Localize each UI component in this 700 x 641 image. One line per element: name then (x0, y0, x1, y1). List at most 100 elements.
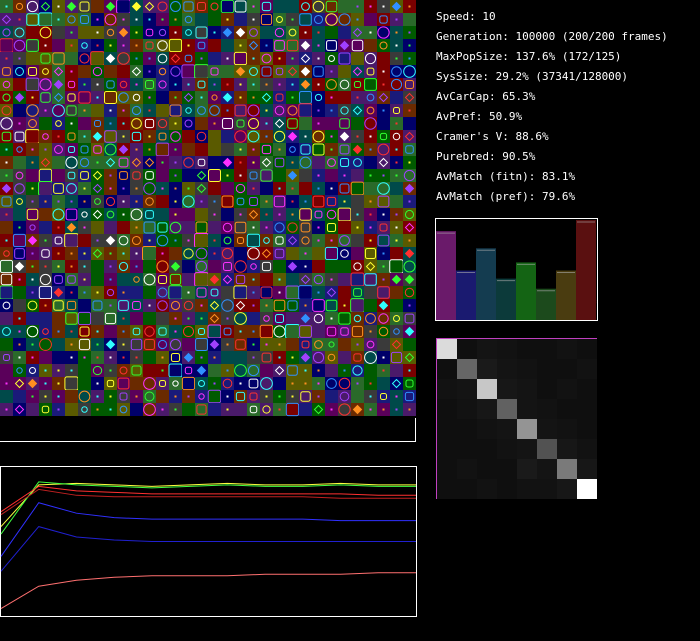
matrix-cell (577, 359, 597, 379)
organism (220, 0, 235, 14)
organism (130, 338, 143, 351)
organism (239, 161, 242, 164)
organism (57, 200, 60, 203)
cell (130, 338, 143, 351)
cell (143, 156, 156, 169)
organism (53, 79, 64, 90)
organism (42, 133, 49, 140)
organism (378, 313, 389, 324)
organism (174, 122, 177, 125)
organism (395, 226, 398, 229)
cell (351, 299, 364, 312)
organism (131, 118, 142, 129)
matrix-cell (557, 459, 577, 479)
organism (326, 222, 337, 233)
organism (18, 317, 21, 320)
cell (208, 299, 221, 312)
organism (339, 235, 350, 246)
cell (260, 312, 273, 325)
organism (5, 174, 8, 177)
organism (96, 161, 99, 164)
matrix-cell (557, 419, 577, 439)
organism (291, 161, 294, 164)
organism (249, 197, 258, 206)
cell (104, 143, 117, 156)
organism (27, 378, 38, 389)
organism (148, 109, 151, 112)
organism (14, 131, 25, 142)
organism (213, 200, 216, 203)
organism (300, 313, 311, 324)
organism (131, 235, 142, 246)
organism (339, 79, 350, 90)
cell (299, 208, 312, 221)
cell (221, 260, 234, 273)
organism (79, 1, 90, 12)
cell (39, 286, 52, 299)
cell (299, 13, 312, 26)
cell (52, 104, 65, 117)
organism (29, 224, 36, 231)
organism (395, 44, 398, 47)
organism (260, 13, 273, 26)
cell (91, 104, 104, 117)
cell (390, 364, 403, 377)
organism (187, 44, 190, 47)
organism (326, 287, 337, 298)
organism (377, 143, 390, 156)
organism (0, 273, 13, 286)
organism (197, 327, 206, 336)
organism (408, 408, 411, 411)
cell (78, 169, 91, 182)
organism (106, 80, 115, 89)
organism (184, 119, 193, 128)
organism (395, 148, 398, 151)
cell (299, 156, 312, 169)
cell (26, 325, 39, 338)
organism (275, 93, 284, 102)
organism (265, 200, 268, 203)
organism (96, 83, 99, 86)
cell (117, 364, 130, 377)
matrix-cell (577, 399, 597, 419)
organism (122, 317, 125, 320)
cell (338, 182, 351, 195)
organism (31, 395, 34, 398)
cell (39, 130, 52, 143)
organism (92, 170, 103, 181)
cell (351, 182, 364, 195)
organism (226, 408, 229, 411)
organism (226, 369, 229, 372)
cell (117, 390, 130, 403)
cell (234, 247, 247, 260)
cell (377, 377, 390, 390)
organism (57, 252, 60, 255)
organism (5, 57, 8, 60)
cell (156, 104, 169, 117)
cell (221, 65, 234, 78)
organism (26, 13, 39, 26)
organism (222, 27, 233, 38)
organism (157, 339, 168, 350)
cell (130, 312, 143, 325)
organism (118, 261, 129, 272)
organism (365, 313, 376, 324)
organism (326, 40, 337, 51)
organism (221, 247, 234, 260)
cell (390, 338, 403, 351)
cell (247, 130, 260, 143)
cell (39, 0, 52, 13)
cell (312, 403, 325, 416)
organism (325, 0, 338, 13)
matrix-cell (457, 399, 477, 419)
cell (377, 39, 390, 52)
cell (39, 169, 52, 182)
cell (338, 221, 351, 234)
organism (299, 208, 312, 221)
organism (66, 300, 77, 311)
organism (325, 13, 338, 26)
organism (263, 315, 270, 322)
organism (273, 299, 286, 312)
organism (16, 367, 23, 374)
cell (325, 299, 338, 312)
